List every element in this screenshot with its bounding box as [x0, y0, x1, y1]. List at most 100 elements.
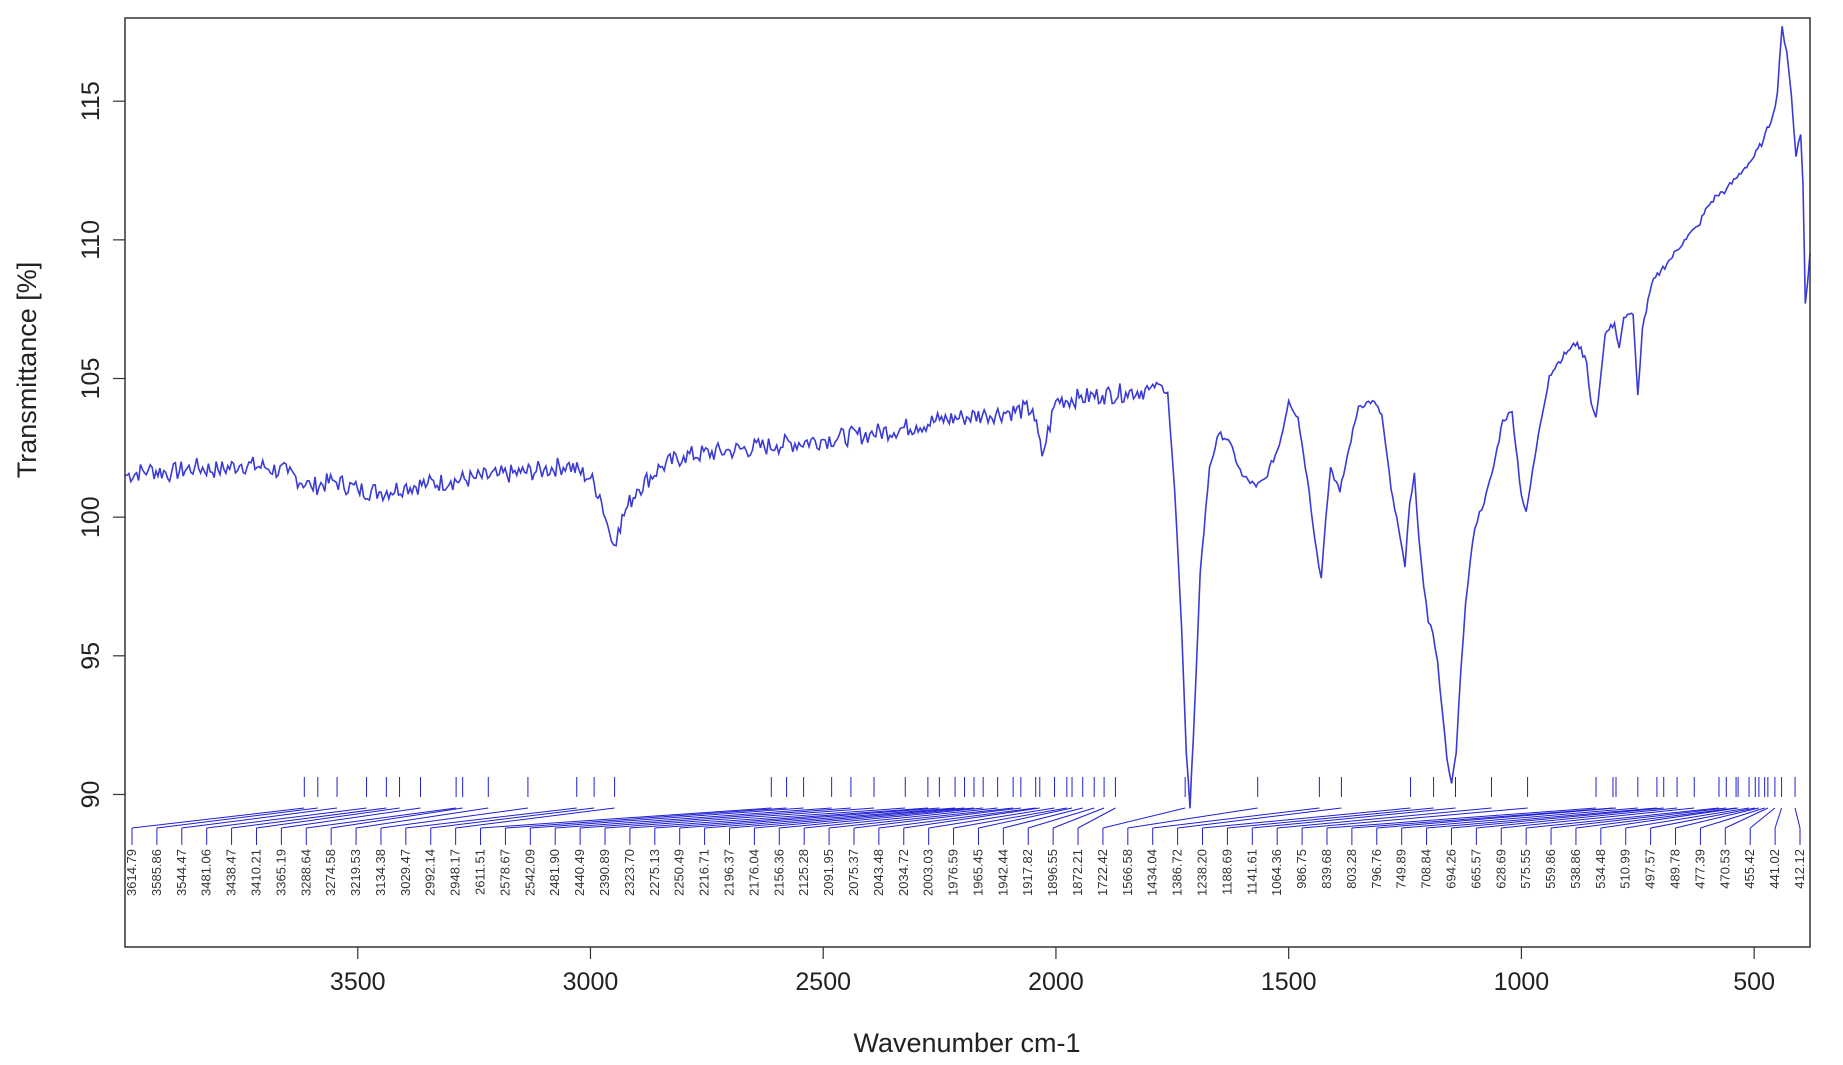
- peak-label: 2196.37: [721, 849, 736, 896]
- peak-marker: 1141.61: [1244, 777, 1456, 895]
- peak-label: 628.69: [1493, 849, 1508, 889]
- peak-marker: 694.26: [1443, 777, 1665, 889]
- peak-marker: 538.86: [1568, 777, 1737, 889]
- peak-label: 2091.95: [821, 849, 836, 896]
- peak-label: 1434.04: [1145, 849, 1160, 896]
- peak-label: 2250.49: [672, 849, 687, 896]
- peak-marker: 1872.21: [1070, 777, 1116, 896]
- peak-leader: [355, 807, 489, 829]
- peak-leader: [1700, 807, 1765, 829]
- peak-leader: [530, 807, 804, 829]
- peak-label: 2440.49: [572, 849, 587, 896]
- peak-marker: 1896.55: [1045, 777, 1105, 896]
- peak-marker: 2156.36: [771, 777, 984, 896]
- peak-marker: 441.02: [1767, 777, 1782, 889]
- peak-label: 3410.21: [248, 849, 263, 896]
- peak-marker: 2176.04: [746, 777, 975, 896]
- peak-leader: [1202, 807, 1411, 829]
- peak-leader: [679, 807, 940, 829]
- peak-leader: [1725, 807, 1769, 829]
- peak-label: 3219.53: [348, 849, 363, 896]
- peak-marker: 2323.70: [622, 777, 906, 896]
- peak-leader: [1600, 807, 1739, 829]
- peak-label: 489.78: [1668, 849, 1683, 889]
- peak-leader: [729, 807, 965, 829]
- peak-label: 803.28: [1344, 849, 1359, 889]
- peak-marker: 2250.49: [672, 777, 940, 896]
- peak-marker: 2611.51: [473, 777, 772, 895]
- peak-marker: 2440.49: [572, 777, 852, 896]
- peak-leader: [829, 807, 1014, 829]
- peak-leader: [629, 807, 906, 829]
- peak-leader: [1127, 807, 1258, 829]
- peak-leader: [1252, 807, 1456, 829]
- peak-marker: 575.55: [1518, 777, 1720, 889]
- peak-marker: 2075.37: [846, 777, 1022, 896]
- peak-marker: 3134.38: [373, 777, 529, 896]
- peak-label: 2043.48: [871, 849, 886, 896]
- peak-leader: [1003, 807, 1083, 829]
- peak-marker: 1917.82: [1020, 777, 1095, 896]
- peak-leader: [306, 807, 457, 829]
- peak-leader: [480, 807, 772, 829]
- peak-leader: [853, 807, 1021, 829]
- peak-label: 839.68: [1319, 849, 1334, 889]
- peak-marker: 3410.21: [248, 777, 401, 896]
- peak-leader: [804, 807, 998, 829]
- x-tick-label: 1500: [1261, 968, 1317, 996]
- peak-marker: 803.28: [1344, 777, 1614, 889]
- peak-label: 2992.14: [423, 849, 438, 896]
- peak-marker: 1386.72: [1170, 777, 1342, 896]
- peak-leader: [1794, 807, 1801, 829]
- peak-marker: 3288.64: [298, 777, 457, 896]
- peak-leader: [181, 807, 338, 829]
- x-tick-label: 500: [1733, 968, 1775, 996]
- y-tick-label: 100: [77, 496, 105, 538]
- peak-marker: 559.86: [1543, 777, 1727, 889]
- peak-label: 2075.37: [846, 849, 861, 896]
- peak-marker: 489.78: [1668, 777, 1760, 889]
- plot-frame: [124, 17, 1811, 948]
- peak-leader: [953, 807, 1067, 829]
- peak-label: 2481.90: [547, 849, 562, 896]
- peak-leader: [1028, 807, 1095, 829]
- peak-label: 2275.13: [647, 849, 662, 896]
- peak-label: 3438.47: [224, 849, 239, 896]
- peak-marker: 1064.36: [1269, 777, 1492, 896]
- peak-leader: [1451, 807, 1664, 829]
- peak-label: 1238.20: [1195, 849, 1210, 896]
- peak-marker: 2275.13: [647, 777, 929, 896]
- peak-marker: 2542.09: [522, 777, 805, 896]
- peak-label: 2176.04: [746, 849, 761, 896]
- peak-marker: 1566.58: [1120, 777, 1259, 896]
- peak-leader: [903, 807, 1040, 829]
- peak-label: 2216.71: [697, 849, 712, 896]
- peak-label: 3029.47: [398, 849, 413, 896]
- peak-leader: [1426, 807, 1657, 829]
- peak-marker: 2034.72: [896, 777, 1041, 896]
- y-tick-label: 90: [77, 781, 105, 809]
- peak-label: 455.42: [1742, 849, 1757, 889]
- peak-marker: 412.12: [1792, 777, 1807, 889]
- spectrum-line: [124, 26, 1811, 809]
- peak-label: 1141.61: [1244, 849, 1259, 895]
- peak-label: 1188.69: [1219, 849, 1234, 895]
- y-tick-label: 110: [77, 220, 105, 260]
- peak-marker: 510.99: [1618, 777, 1750, 889]
- peak-leader: [331, 807, 463, 829]
- peak-label: 796.76: [1369, 849, 1384, 889]
- peak-label: 2542.09: [522, 849, 537, 896]
- peak-marker: 1942.44: [995, 777, 1084, 896]
- peak-leader: [131, 807, 305, 829]
- peak-leader: [1052, 807, 1105, 829]
- peak-leader: [928, 807, 1055, 829]
- peak-marker: 3274.58: [323, 777, 464, 896]
- peak-marker: 628.69: [1493, 777, 1695, 889]
- peak-label: 1872.21: [1070, 849, 1085, 896]
- y-tick-label: 115: [77, 81, 105, 121]
- peak-label: 2125.28: [796, 849, 811, 896]
- peak-marker: 986.75: [1294, 777, 1529, 889]
- peak-marker: 708.84: [1419, 777, 1658, 889]
- peak-marker: 3438.47: [224, 777, 387, 896]
- peak-marker: 455.42: [1742, 777, 1776, 889]
